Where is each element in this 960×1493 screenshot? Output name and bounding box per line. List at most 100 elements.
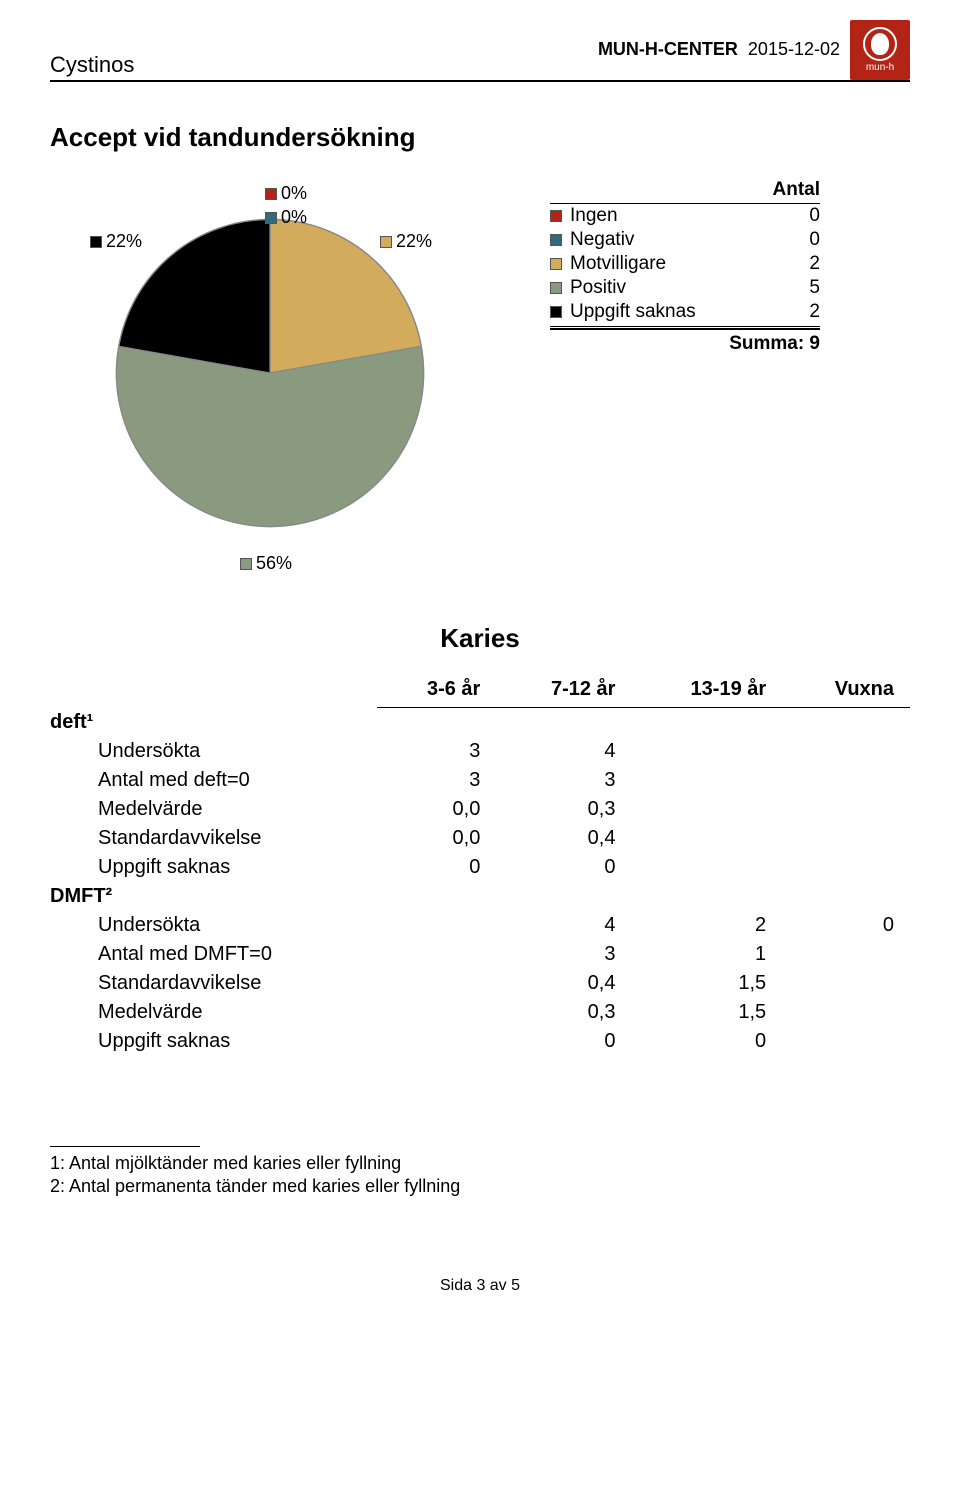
legend-summa: Summa: 9 (550, 330, 820, 355)
footnotes: 1: Antal mjölktänder med karies eller fy… (50, 1146, 910, 1197)
section1-title: Accept vid tandundersökning (50, 122, 910, 153)
table-row: Standardavvikelse 0,41,5 (50, 969, 910, 998)
cell: 0,4 (496, 824, 631, 853)
pie-label: 0% (265, 183, 307, 204)
cell (782, 824, 910, 853)
row-label: Standardavvikelse (50, 824, 377, 853)
cell: 0,4 (496, 969, 631, 998)
table-row: Undersökta34 (50, 737, 910, 766)
legend-label: Ingen (570, 205, 618, 227)
color-swatch-icon (265, 212, 277, 224)
legend-row: Uppgift saknas 2 (550, 300, 820, 324)
cell (377, 998, 497, 1027)
logo-text: mun-h (866, 63, 894, 73)
pie-label-text: 0% (281, 183, 307, 204)
table-row: Uppgift saknas 00 (50, 1027, 910, 1056)
col-1: 3-6 år (377, 674, 497, 708)
cell (782, 737, 910, 766)
cell: 3 (496, 940, 631, 969)
legend-label: Motvilligare (570, 253, 666, 275)
legend-row: Positiv 5 (550, 276, 820, 300)
color-swatch-icon (550, 306, 562, 318)
cell (782, 766, 910, 795)
pie-label: 22% (380, 231, 432, 252)
karies-title: Karies (50, 623, 910, 654)
cell: 4 (496, 737, 631, 766)
color-swatch-icon (240, 558, 252, 570)
row-label: Standardavvikelse (50, 969, 377, 998)
cell: 4 (496, 911, 631, 940)
row-label: Undersökta (50, 911, 377, 940)
footnote-1: 1: Antal mjölktänder med karies eller fy… (50, 1153, 910, 1174)
group-name: DMFT² (50, 882, 910, 911)
legend-row: Negativ 0 (550, 228, 820, 252)
cell (377, 969, 497, 998)
legend-value: 0 (790, 229, 820, 251)
row-label: Medelvärde (50, 998, 377, 1027)
cell (782, 940, 910, 969)
row-label: Undersökta (50, 737, 377, 766)
legend-label: Uppgift saknas (570, 301, 696, 323)
logo-icon: mun-h (850, 20, 910, 80)
legend-rows: Ingen0Negativ0Motvilligare2Positiv5Uppgi… (550, 204, 820, 324)
cell: 3 (377, 737, 497, 766)
group-name: deft¹ (50, 708, 910, 738)
pie-label-text: 22% (106, 231, 142, 252)
table-row: Standardavvikelse0,00,4 (50, 824, 910, 853)
cell: 1 (631, 940, 782, 969)
cell: 0 (782, 911, 910, 940)
cell: 0,3 (496, 998, 631, 1027)
pie-label: 22% (90, 231, 142, 252)
cell: 3 (377, 766, 497, 795)
cell (631, 795, 782, 824)
karies-table: 3-6 år 7-12 år 13-19 år Vuxna deft¹Under… (50, 674, 910, 1056)
table-row: Uppgift saknas00 (50, 853, 910, 882)
table-row: Undersökta 420 (50, 911, 910, 940)
pie-area: 0% 0% 22% 22% 56% (50, 173, 470, 573)
cell: 0 (496, 1027, 631, 1056)
color-swatch-icon (550, 282, 562, 294)
row-label: Medelvärde (50, 795, 377, 824)
row-label: Antal med deft=0 (50, 766, 377, 795)
pie-label: 56% (240, 553, 292, 574)
color-swatch-icon (550, 210, 562, 222)
cell (377, 1027, 497, 1056)
cell (782, 1027, 910, 1056)
legend-value: 2 (790, 253, 820, 275)
cell: 1,5 (631, 998, 782, 1027)
cell (782, 853, 910, 882)
cell: 0 (631, 1027, 782, 1056)
cell (631, 766, 782, 795)
col-2: 7-12 år (496, 674, 631, 708)
col-3: 13-19 år (631, 674, 782, 708)
cell (782, 969, 910, 998)
footnote-2: 2: Antal permanenta tänder med karies el… (50, 1176, 910, 1197)
legend-label: Negativ (570, 229, 634, 251)
table-row: Medelvärde0,00,3 (50, 795, 910, 824)
header-date: 2015-12-02 (748, 39, 840, 60)
color-swatch-icon (380, 236, 392, 248)
page-footer: Sida 3 av 5 (50, 1277, 910, 1295)
color-swatch-icon (90, 236, 102, 248)
cell (782, 795, 910, 824)
cell: 1,5 (631, 969, 782, 998)
table-row: Medelvärde 0,31,5 (50, 998, 910, 1027)
legend-value: 5 (790, 277, 820, 299)
legend-label: Positiv (570, 277, 626, 299)
col-4: Vuxna (782, 674, 910, 708)
legend-value: 2 (790, 301, 820, 323)
pie-label-text: 0% (281, 207, 307, 228)
legend-row: Ingen0 (550, 204, 820, 228)
cell: 2 (631, 911, 782, 940)
row-label: Antal med DMFT=0 (50, 940, 377, 969)
legend-header: Antal (550, 179, 820, 204)
pie-wrap: 0%0%22%22%56% (110, 213, 430, 533)
row-label: Uppgift saknas (50, 1027, 377, 1056)
header-title: Cystinos (50, 52, 134, 78)
cell (631, 737, 782, 766)
cell: 3 (496, 766, 631, 795)
page-header: Cystinos MUN-H-CENTER 2015-12-02 mun-h (50, 20, 910, 82)
table-group-header: deft¹ (50, 708, 910, 738)
pie-label-text: 56% (256, 553, 292, 574)
page: Cystinos MUN-H-CENTER 2015-12-02 mun-h A… (0, 0, 960, 1335)
